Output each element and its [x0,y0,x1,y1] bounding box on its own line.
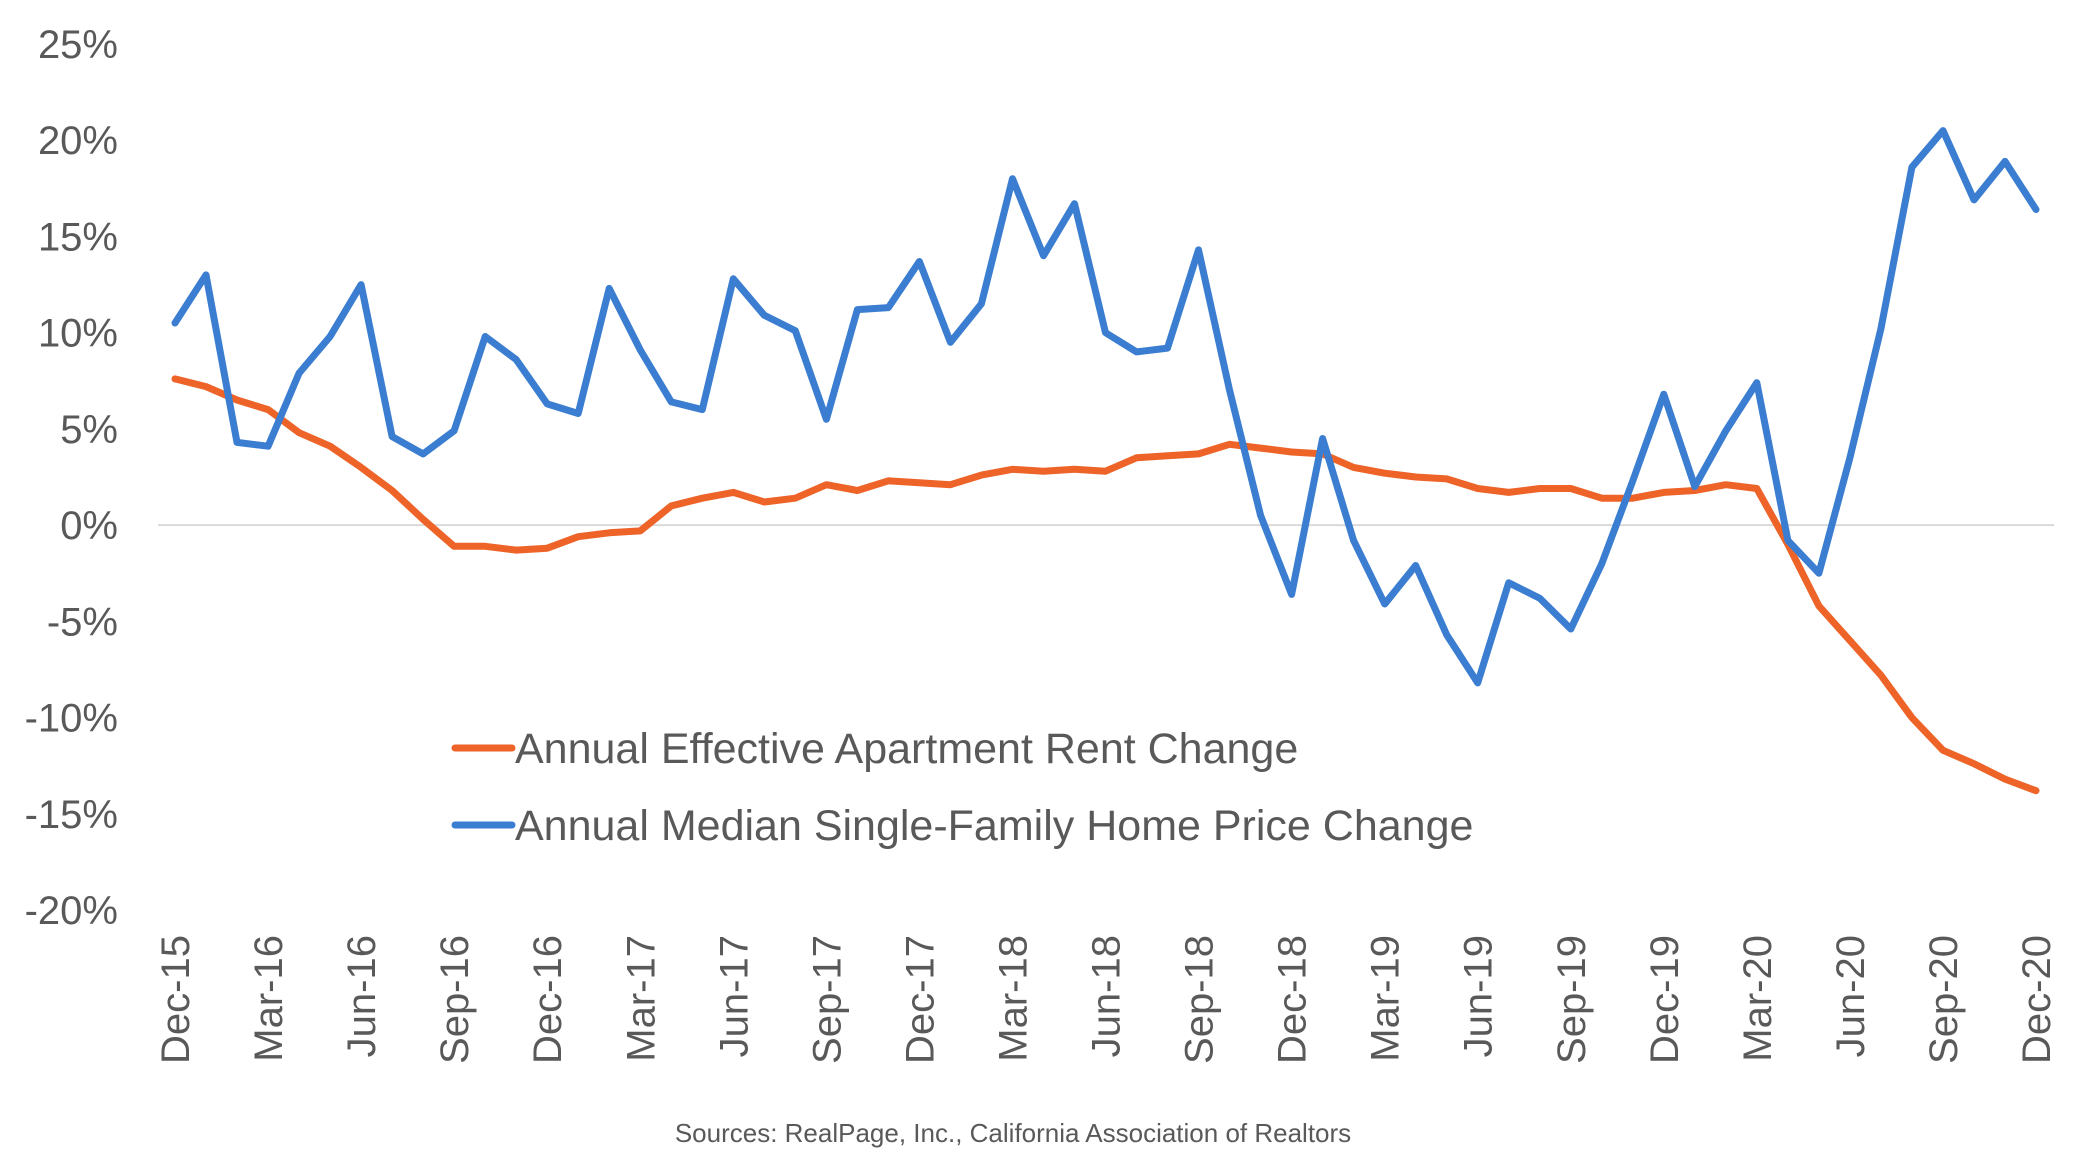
x-tick-label: Mar-20 [1736,935,1780,1062]
x-tick-label: Sep-19 [1550,935,1594,1064]
legend-label-home-price: Annual Median Single-Family Home Price C… [515,802,1473,850]
y-tick-label: -10% [25,697,118,741]
x-tick-label: Jun-19 [1457,935,1501,1057]
y-tick-label: -20% [25,889,118,933]
x-tick-label: Jun-18 [1085,935,1129,1057]
y-tick-label: 15% [38,215,118,259]
x-tick-label: Dec-17 [898,935,942,1064]
x-tick-label: Jun-17 [712,935,756,1057]
series-line-rent [171,375,2040,795]
y-tick-label: 10% [38,312,118,356]
series-line-home-price [171,127,2040,687]
x-tick-label: Jun-16 [340,935,384,1057]
y-tick-label: 0% [60,504,118,548]
source-note: Sources: RealPage, Inc., California Asso… [675,1118,1351,1148]
y-tick-label: 20% [38,119,118,163]
x-tick-label: Dec-15 [154,935,198,1064]
x-tick-label: Mar-17 [619,935,663,1062]
series-lines [171,127,2040,795]
x-tick-label: Sep-18 [1178,935,1222,1064]
x-tick-label: Sep-20 [1922,935,1966,1064]
legend-label-rent: Annual Effective Apartment Rent Change [515,725,1298,773]
y-tick-label: -5% [47,600,118,644]
y-axis: 25% 20% 15% 10% 5% 0% -5% -10% -15% -20% [25,23,118,933]
y-tick-label: 5% [60,408,118,452]
y-tick-label: -15% [25,793,118,837]
x-tick-label: Dec-20 [2015,935,2059,1064]
x-tick-label: Dec-16 [526,935,570,1064]
x-tick-label: Sep-17 [805,935,849,1064]
x-tick-label: Mar-18 [991,935,1035,1062]
x-axis: Dec-15 Mar-16 Jun-16 Sep-16 Dec-16 Mar-17 Jun-… [154,935,2059,1064]
x-tick-label: Sep-16 [433,935,477,1064]
x-tick-label: Jun-20 [1829,935,1873,1057]
y-tick-label: 25% [38,23,118,67]
x-tick-label: Mar-16 [247,935,291,1062]
x-tick-label: Mar-19 [1364,935,1408,1062]
x-tick-label: Dec-19 [1643,935,1687,1064]
legend: Annual Effective Apartment Rent Change A… [451,725,1473,850]
x-tick-label: Dec-18 [1271,935,1315,1064]
